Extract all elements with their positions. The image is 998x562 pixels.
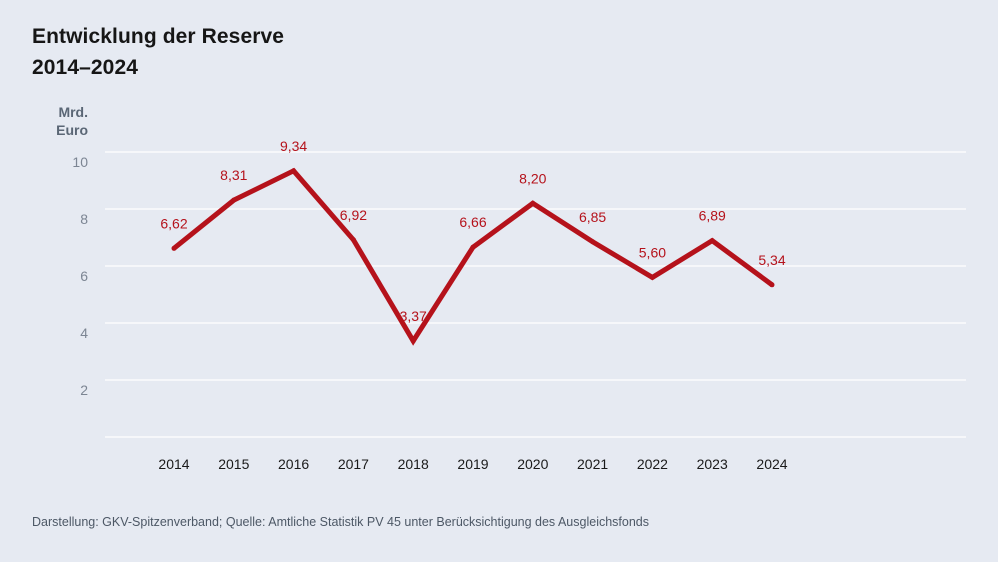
- y-tick-label: 4: [80, 325, 88, 341]
- data-label: 6,62: [160, 215, 187, 231]
- data-label: 6,92: [340, 207, 367, 223]
- chart-subtitle: 2014–2024: [32, 56, 139, 79]
- data-point: [709, 238, 715, 244]
- x-category-label: 2019: [457, 456, 488, 472]
- data-label: 5,60: [639, 244, 666, 260]
- data-label: 6,85: [579, 209, 606, 225]
- data-point: [410, 338, 416, 344]
- data-label: 6,66: [459, 214, 486, 230]
- data-point: [769, 282, 775, 288]
- x-category-label: 2024: [756, 456, 787, 472]
- data-point: [231, 197, 237, 203]
- x-category-label: 2015: [218, 456, 249, 472]
- data-point: [649, 274, 655, 280]
- y-axis-unit-line-1: Mrd.: [58, 104, 88, 120]
- x-category-label: 2014: [158, 456, 189, 472]
- x-category-label: 2017: [338, 456, 369, 472]
- data-point: [470, 244, 476, 250]
- data-label: 8,31: [220, 167, 247, 183]
- x-category-label: 2022: [637, 456, 668, 472]
- data-label: 3,37: [400, 308, 427, 324]
- data-point: [291, 168, 297, 174]
- source-note: Darstellung: GKV-Spitzenverband; Quelle:…: [32, 515, 649, 529]
- y-tick-label: 6: [80, 268, 88, 284]
- x-category-label: 2021: [577, 456, 608, 472]
- data-label: 8,20: [519, 170, 546, 186]
- data-label: 6,89: [699, 208, 726, 224]
- data-label: 5,34: [758, 252, 785, 268]
- data-point: [530, 200, 536, 206]
- data-point: [590, 239, 596, 245]
- x-category-label: 2020: [517, 456, 548, 472]
- y-tick-label: 8: [80, 211, 88, 227]
- x-category-label: 2018: [398, 456, 429, 472]
- series-line: [172, 167, 774, 346]
- x-category-label: 2023: [697, 456, 728, 472]
- y-tick-label: 10: [72, 154, 88, 170]
- chart-title: Entwicklung der Reserve: [32, 25, 285, 48]
- y-axis-unit-line-2: Euro: [56, 122, 88, 138]
- data-label: 9,34: [280, 138, 307, 154]
- data-point: [171, 245, 177, 251]
- data-point: [350, 237, 356, 243]
- y-tick-label: 2: [80, 382, 88, 398]
- x-category-label: 2016: [278, 456, 309, 472]
